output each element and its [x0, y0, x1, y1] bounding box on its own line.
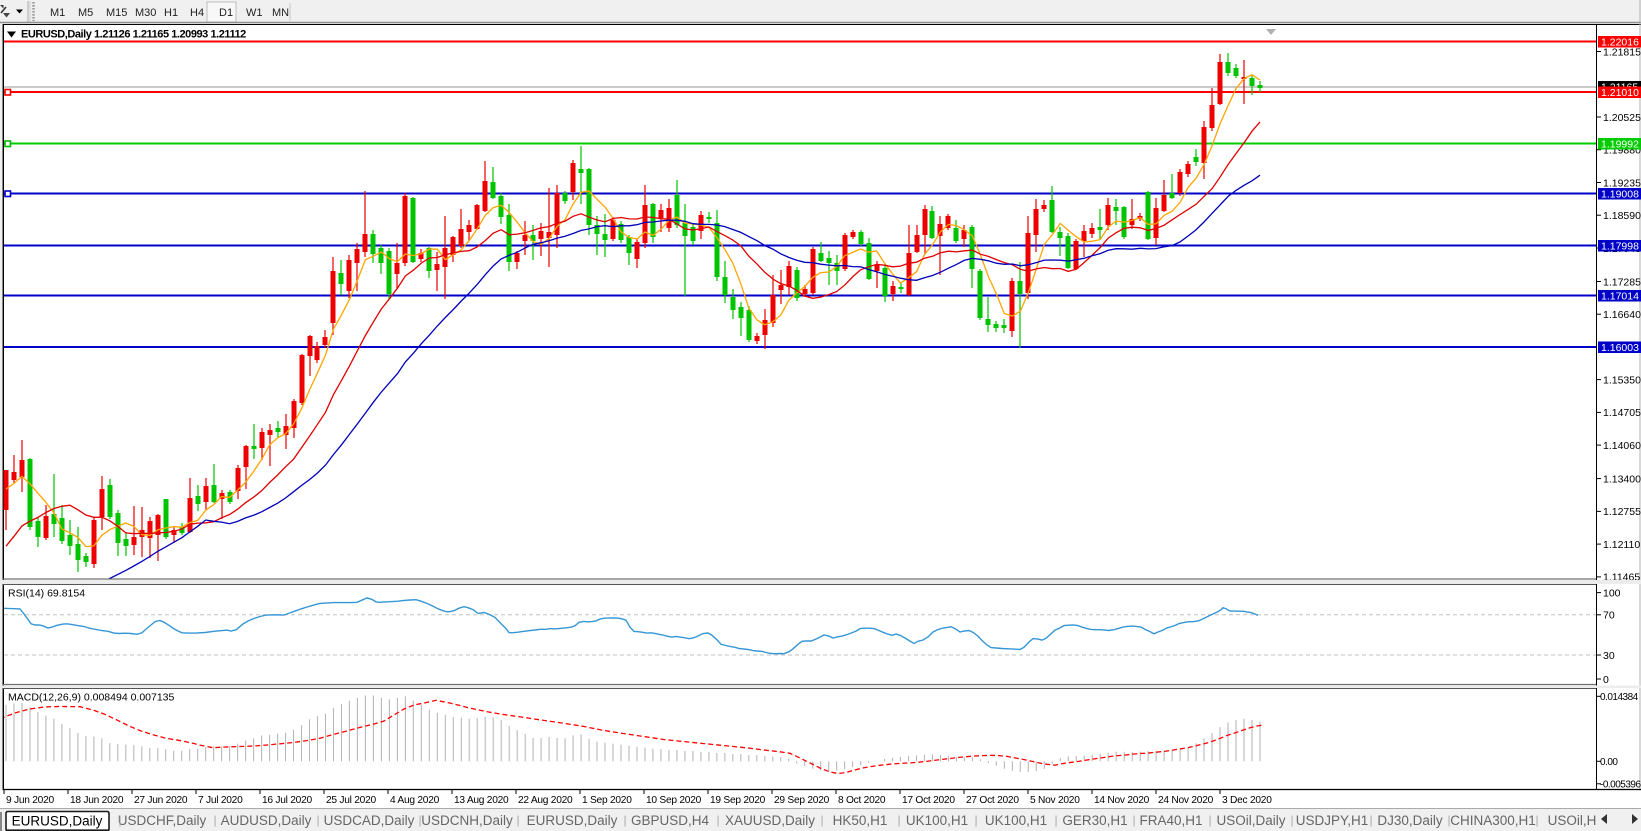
svg-text:|: |: [1447, 813, 1450, 827]
svg-text:M1: M1: [50, 7, 65, 19]
svg-text:|: |: [418, 813, 421, 827]
svg-text:3 Dec 2020: 3 Dec 2020: [1222, 795, 1272, 806]
svg-text:W1: W1: [246, 7, 263, 19]
svg-text:4 Aug 2020: 4 Aug 2020: [390, 795, 440, 806]
svg-text:AUDUSD,Daily: AUDUSD,Daily: [221, 813, 312, 828]
svg-text:14 Nov 2020: 14 Nov 2020: [1094, 795, 1150, 806]
svg-text:|: |: [1054, 813, 1057, 827]
svg-text:1.21010: 1.21010: [1601, 87, 1639, 99]
svg-text:19 Sep 2020: 19 Sep 2020: [710, 795, 766, 806]
svg-text:|: |: [1290, 813, 1293, 827]
svg-text:|: |: [1208, 813, 1211, 827]
svg-text:1.14060: 1.14060: [1603, 440, 1641, 452]
svg-text:1.12110: 1.12110: [1603, 539, 1640, 551]
svg-text:1.22016: 1.22016: [1601, 37, 1639, 49]
svg-text:UK100,H1: UK100,H1: [985, 813, 1047, 828]
svg-text:16 Jul 2020: 16 Jul 2020: [262, 795, 313, 806]
svg-text:|: |: [1535, 813, 1538, 827]
svg-text:1.19992: 1.19992: [1601, 139, 1639, 151]
svg-text:27 Oct 2020: 27 Oct 2020: [966, 795, 1019, 806]
svg-text:29 Sep 2020: 29 Sep 2020: [774, 795, 830, 806]
svg-text:1.16640: 1.16640: [1603, 309, 1641, 321]
svg-text:|: |: [1132, 813, 1135, 827]
svg-text:8 Oct 2020: 8 Oct 2020: [838, 795, 886, 806]
svg-text:1.18590: 1.18590: [1603, 210, 1641, 222]
svg-text:22 Aug 2020: 22 Aug 2020: [518, 795, 573, 806]
svg-text:1.16003: 1.16003: [1601, 342, 1639, 354]
svg-text:27 Jun 2020: 27 Jun 2020: [134, 795, 188, 806]
svg-text:GER30,H1: GER30,H1: [1062, 813, 1127, 828]
svg-text:MN: MN: [272, 7, 289, 19]
svg-text:17 Oct 2020: 17 Oct 2020: [902, 795, 955, 806]
svg-text:|: |: [820, 813, 823, 827]
svg-text:0: 0: [1603, 674, 1609, 686]
svg-text:M5: M5: [78, 7, 93, 19]
svg-text:RSI(14) 69.8154: RSI(14) 69.8154: [8, 588, 85, 600]
svg-text:|: |: [1369, 813, 1372, 827]
svg-text:FRA40,H1: FRA40,H1: [1139, 813, 1202, 828]
svg-text:9 Jun 2020: 9 Jun 2020: [6, 795, 54, 806]
svg-text:10 Sep 2020: 10 Sep 2020: [646, 795, 702, 806]
svg-text:70: 70: [1603, 610, 1615, 622]
svg-text:0.014384: 0.014384: [1600, 692, 1639, 703]
svg-text:1.12755: 1.12755: [1603, 506, 1641, 518]
svg-text:7 Jul 2020: 7 Jul 2020: [198, 795, 243, 806]
svg-text:1.19008: 1.19008: [1601, 189, 1639, 201]
svg-text:30: 30: [1603, 650, 1615, 662]
svg-text:18 Jun 2020: 18 Jun 2020: [70, 795, 124, 806]
svg-text:1.19235: 1.19235: [1603, 177, 1641, 189]
svg-text:D1: D1: [219, 7, 233, 19]
svg-text:EURUSD,Daily: EURUSD,Daily: [12, 814, 103, 829]
svg-text:H1: H1: [164, 7, 178, 19]
svg-text:24 Nov 2020: 24 Nov 2020: [1158, 795, 1214, 806]
svg-text:1 Sep 2020: 1 Sep 2020: [582, 795, 632, 806]
svg-text:1.14705: 1.14705: [1603, 407, 1641, 419]
svg-text:EURUSD,Daily 1.21126 1.21165: EURUSD,Daily 1.21126 1.21165 1.20993 1.2…: [21, 29, 246, 41]
svg-text:13 Aug 2020: 13 Aug 2020: [454, 795, 509, 806]
svg-text:UK100,H1: UK100,H1: [906, 813, 968, 828]
svg-text:USDCNH,Daily: USDCNH,Daily: [421, 813, 513, 828]
svg-text:DJ30,Daily: DJ30,Daily: [1377, 813, 1443, 828]
svg-text:M30: M30: [135, 7, 156, 19]
svg-text:1.17014: 1.17014: [1601, 291, 1639, 303]
svg-text:USDJPY,H1: USDJPY,H1: [1296, 813, 1369, 828]
svg-text:USOil,Daily: USOil,Daily: [1216, 813, 1285, 828]
svg-text:|: |: [974, 813, 977, 827]
svg-text:XAUUSD,Daily: XAUUSD,Daily: [725, 813, 815, 828]
svg-text:1.13400: 1.13400: [1603, 473, 1641, 485]
svg-text:1.21815: 1.21815: [1603, 46, 1641, 58]
svg-text:MACD(12,26,9) 0.008494 0.00713: MACD(12,26,9) 0.008494 0.007135: [8, 692, 175, 704]
svg-text:|: |: [716, 813, 719, 827]
svg-text:USDCHF,Daily: USDCHF,Daily: [118, 813, 207, 828]
svg-text:100: 100: [1603, 587, 1621, 599]
svg-text:HK50,H1: HK50,H1: [833, 813, 888, 828]
svg-text:|: |: [316, 813, 319, 827]
svg-text:CHINA300,H1: CHINA300,H1: [1450, 813, 1536, 828]
svg-text:M15: M15: [106, 7, 127, 19]
svg-text:-0.005396: -0.005396: [1600, 780, 1641, 791]
svg-text:1.20525: 1.20525: [1603, 112, 1641, 124]
svg-text:1.15350: 1.15350: [1603, 374, 1641, 386]
svg-text:|: |: [623, 813, 626, 827]
svg-text:|: |: [897, 813, 900, 827]
svg-text:25 Jul 2020: 25 Jul 2020: [326, 795, 377, 806]
svg-text:|: |: [213, 813, 216, 827]
svg-text:EURUSD,Daily: EURUSD,Daily: [527, 813, 618, 828]
svg-text:USDCAD,Daily: USDCAD,Daily: [324, 813, 415, 828]
svg-text:H4: H4: [190, 7, 204, 19]
svg-text:USOil,H: USOil,H: [1548, 813, 1597, 828]
svg-text:GBPUSD,H4: GBPUSD,H4: [631, 813, 710, 828]
svg-text:5 Nov 2020: 5 Nov 2020: [1030, 795, 1080, 806]
svg-text:1.17998: 1.17998: [1601, 241, 1639, 253]
svg-text:|: |: [516, 813, 519, 827]
svg-text:1.17285: 1.17285: [1603, 276, 1641, 288]
svg-text:|: |: [118, 813, 121, 827]
svg-text:0.00: 0.00: [1600, 757, 1618, 768]
